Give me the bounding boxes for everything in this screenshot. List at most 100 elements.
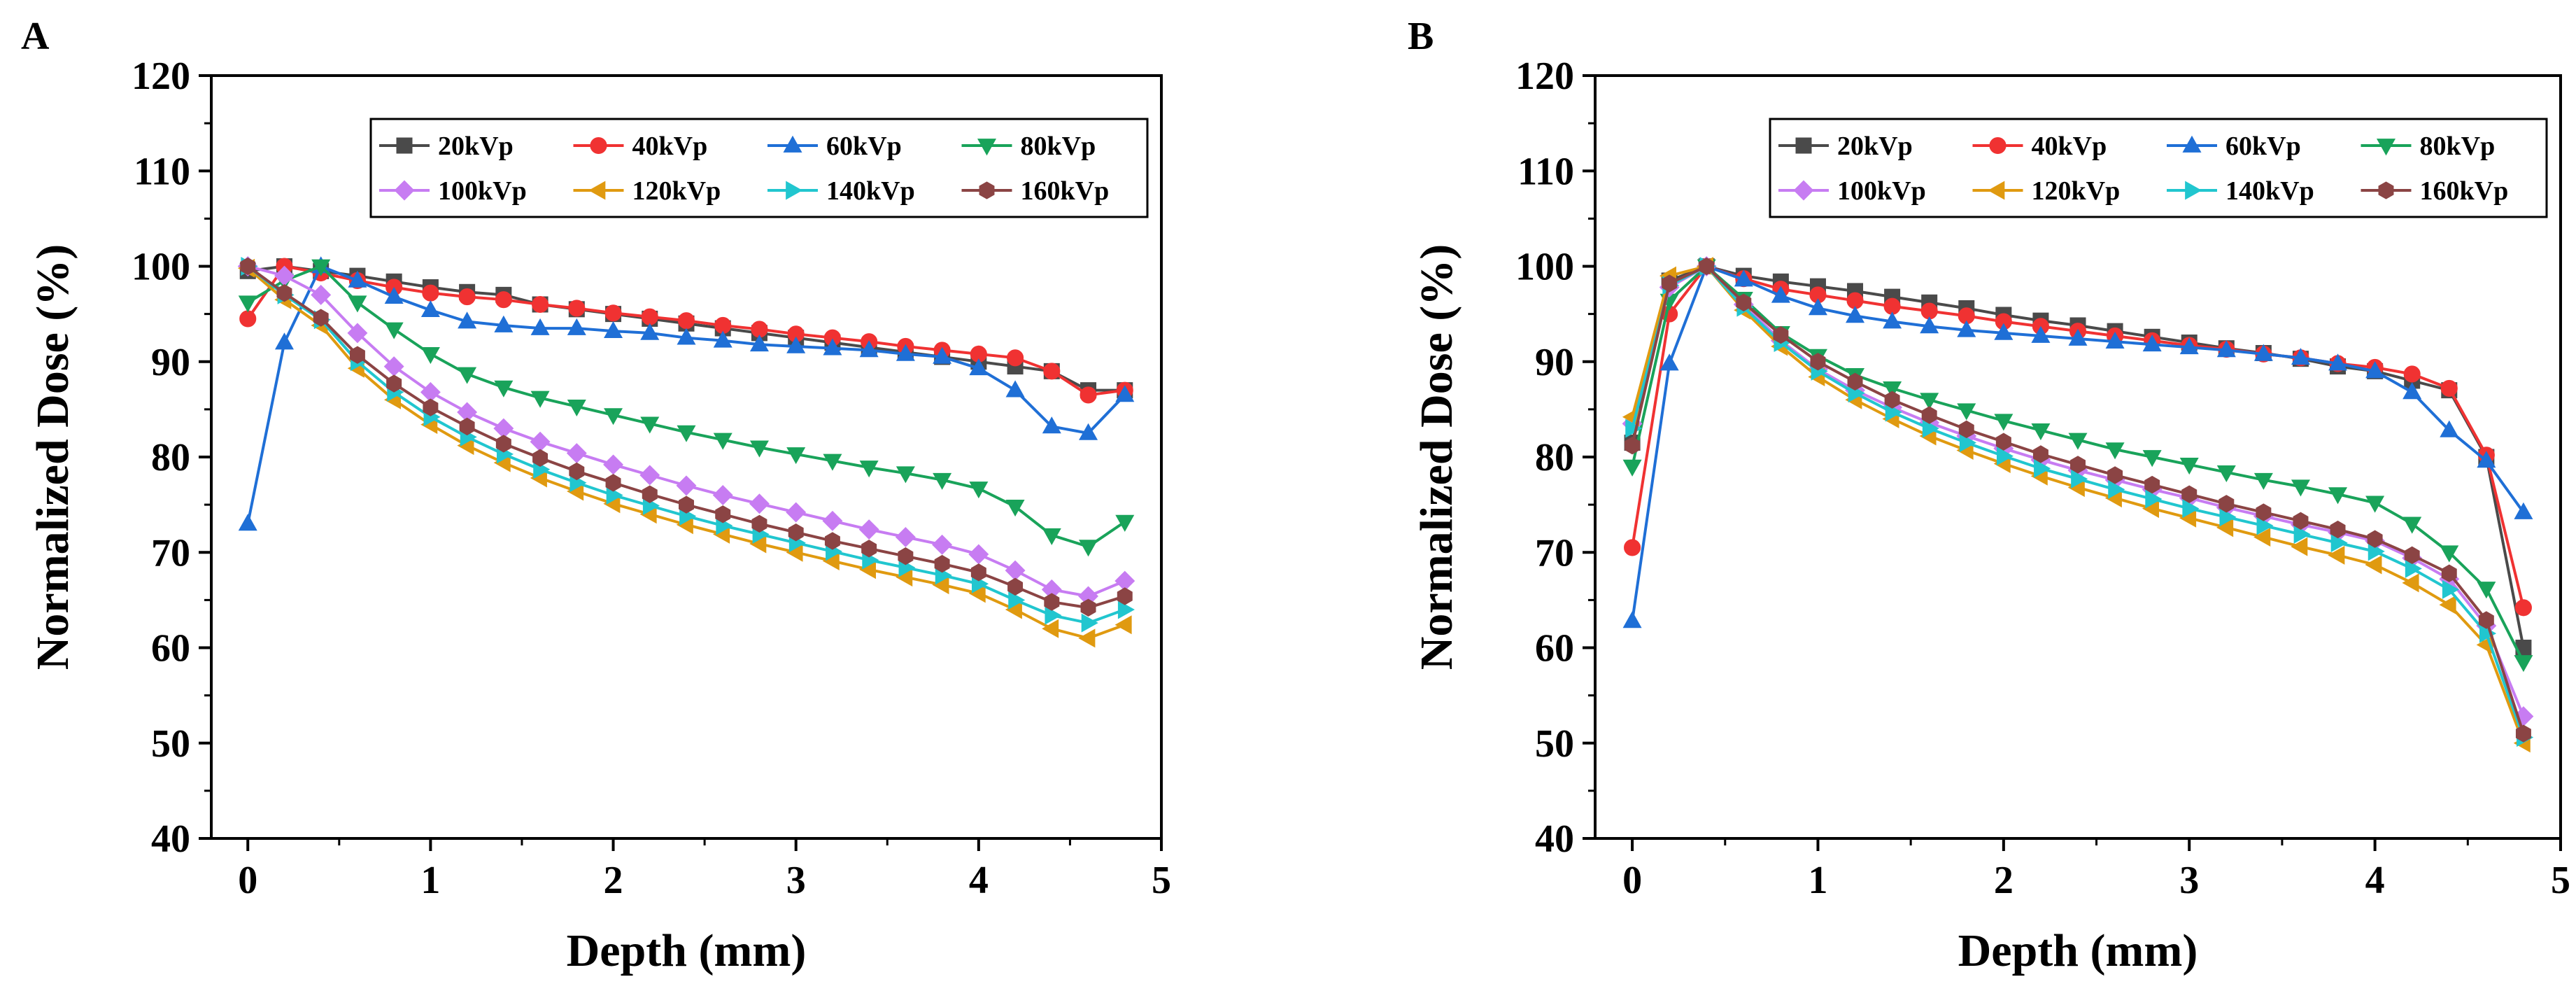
- data-point: [1624, 539, 1641, 556]
- data-point: [1005, 380, 1025, 398]
- series-100kVp: [237, 256, 1135, 607]
- data-point: [2145, 489, 2163, 509]
- data-point: [2402, 573, 2419, 593]
- y-tick-label: 80: [151, 436, 190, 479]
- legend-label: 80kVp: [1021, 132, 1096, 161]
- data-point: [1114, 615, 1132, 635]
- legend-label: 100kVp: [1837, 176, 1926, 206]
- data-point: [2365, 361, 2385, 379]
- data-point: [1007, 349, 1024, 367]
- data-point: [677, 328, 696, 345]
- legend-marker: [1988, 181, 2005, 200]
- data-point: [1117, 587, 1133, 605]
- data-point: [788, 523, 804, 542]
- data-point: [1958, 420, 1974, 439]
- data-point: [713, 330, 733, 348]
- series-60kVp: [1622, 256, 2533, 628]
- data-point: [786, 447, 806, 465]
- data-point: [2068, 328, 2088, 346]
- data-point: [749, 440, 769, 458]
- legend-entry: 100kVp: [379, 176, 527, 206]
- data-point: [1957, 403, 1976, 421]
- data-point: [494, 315, 514, 332]
- legend-entry: 20kVp: [379, 132, 514, 161]
- legend-marker: [588, 181, 606, 200]
- data-point: [2179, 337, 2199, 355]
- data-point: [420, 300, 440, 318]
- data-point: [1994, 323, 2014, 340]
- data-point: [896, 466, 915, 484]
- data-point: [1115, 514, 1135, 532]
- legend-label: 140kVp: [826, 176, 915, 206]
- data-point: [603, 454, 623, 475]
- x-tick-label: 3: [2179, 859, 2199, 902]
- data-point: [2479, 624, 2497, 643]
- legend-marker: [977, 139, 997, 156]
- legend-entry: 80kVp: [961, 132, 1096, 161]
- x-tick-label: 0: [1622, 859, 1642, 902]
- data-point: [604, 304, 622, 322]
- data-point: [2181, 485, 2198, 503]
- data-point: [1920, 393, 1939, 410]
- data-point: [604, 408, 623, 426]
- legend-marker: [1795, 137, 1812, 154]
- y-tick-label: 120: [132, 55, 190, 98]
- y-axis-title: Normalized Dose (%): [27, 244, 78, 670]
- x-tick-label: 3: [786, 859, 806, 902]
- legend-marker: [1793, 180, 1814, 201]
- data-point: [2291, 348, 2310, 365]
- legend-label: 100kVp: [438, 176, 527, 206]
- data-point: [2365, 555, 2382, 575]
- y-tick-label: 90: [151, 341, 190, 384]
- data-point: [2477, 582, 2496, 599]
- x-tick-label: 0: [238, 859, 257, 902]
- y-tick-label: 80: [1535, 436, 1574, 479]
- y-tick-label: 100: [132, 246, 190, 289]
- data-point: [2219, 507, 2237, 527]
- data-point: [749, 493, 770, 514]
- data-point: [713, 433, 733, 450]
- data-point: [274, 332, 294, 350]
- y-tick-label: 100: [1515, 246, 1574, 289]
- data-point: [970, 563, 986, 582]
- data-point: [311, 259, 331, 276]
- data-point: [1005, 560, 1026, 581]
- data-point: [276, 283, 292, 302]
- data-point: [712, 485, 733, 505]
- data-point: [1008, 590, 1026, 610]
- data-point: [2405, 558, 2422, 578]
- x-tick-label: 5: [1152, 859, 1171, 902]
- data-point: [2515, 724, 2531, 743]
- data-point: [1080, 598, 1096, 617]
- legend-entry: 160kVp: [961, 176, 1109, 206]
- data-point: [530, 431, 551, 452]
- data-point: [386, 374, 402, 393]
- data-point: [1043, 363, 1061, 380]
- data-point: [2441, 564, 2457, 582]
- data-point: [1042, 619, 1059, 638]
- data-point: [2440, 379, 2458, 397]
- data-point: [311, 284, 332, 305]
- x-tick-label: 4: [2365, 859, 2385, 902]
- data-point: [239, 310, 257, 328]
- series-60kVp: [238, 256, 1135, 531]
- data-point: [567, 318, 586, 335]
- data-point: [1079, 540, 1098, 557]
- data-point: [313, 309, 329, 327]
- data-point: [1920, 316, 1939, 334]
- data-point: [495, 435, 511, 453]
- data-point: [639, 465, 660, 486]
- y-tick-label: 40: [151, 817, 190, 861]
- data-point: [2328, 545, 2345, 565]
- legend-entry: 160kVp: [2361, 176, 2509, 206]
- data-point: [2218, 495, 2235, 513]
- legend-label: 160kVp: [2420, 176, 2509, 206]
- data-point: [1996, 447, 2014, 466]
- legend-entry: 40kVp: [1972, 132, 2107, 161]
- series-160kVp: [240, 257, 1133, 617]
- data-point: [1808, 298, 1827, 316]
- data-point: [2032, 445, 2048, 463]
- data-point: [2367, 530, 2383, 548]
- data-point: [423, 398, 439, 416]
